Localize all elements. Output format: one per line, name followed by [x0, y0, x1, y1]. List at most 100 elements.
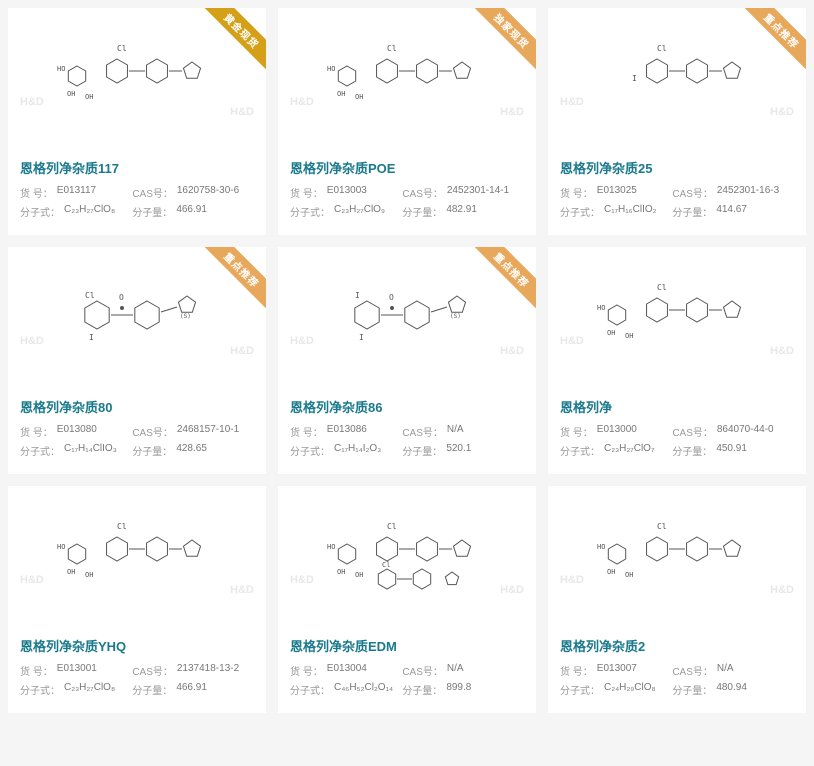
formula-label: 分子式：	[290, 443, 330, 458]
product-title[interactable]: 恩格列净杂质25	[560, 158, 794, 177]
product-title[interactable]: 恩格列净杂质80	[20, 397, 254, 416]
product-title[interactable]: 恩格列净杂质POE	[290, 158, 524, 177]
mw-value: 482.91	[446, 204, 477, 219]
svg-text:HO: HO	[597, 543, 605, 551]
formula-value: C₂₄H₂₉ClO₈	[604, 682, 656, 697]
mw-label: 分子量：	[672, 682, 712, 697]
svg-text:OH: OH	[67, 568, 75, 576]
info-row: 货 号：E013003 CAS号：2452301-14-1	[290, 185, 524, 200]
svg-text:OH: OH	[625, 332, 633, 340]
product-title[interactable]: 恩格列净	[560, 397, 794, 416]
product-title[interactable]: 恩格列净杂质EDM	[290, 636, 524, 655]
mw-label: 分子量：	[402, 443, 442, 458]
svg-text:Cl: Cl	[657, 283, 667, 292]
sku-label: 货 号：	[20, 424, 53, 439]
watermark: H&D	[290, 574, 314, 586]
cas-label: CAS号：	[132, 424, 173, 439]
watermark: H&D	[560, 335, 584, 347]
watermark: H&D	[230, 106, 254, 118]
watermark: H&D	[770, 106, 794, 118]
mw-value: 520.1	[446, 443, 471, 458]
svg-text:I: I	[355, 291, 360, 300]
cas-value: 2137418-13-2	[177, 663, 239, 678]
cas-value: 864070-44-0	[717, 424, 774, 439]
formula-value: C₂₃H₂₇ClO₈	[64, 682, 115, 697]
svg-text:HO: HO	[327, 543, 335, 551]
info-row: 货 号：E013086 CAS号：N/A	[290, 424, 524, 439]
cas-label: CAS号：	[672, 663, 713, 678]
molecule-image: H&D H&D ClHOOHOH	[278, 8, 536, 148]
cas-label: CAS号：	[132, 185, 173, 200]
product-card[interactable]: H&D H&D ClHOOHOH 恩格列净 货 号：E013000 CAS号：8…	[548, 247, 806, 474]
mw-value: 466.91	[176, 682, 207, 697]
mw-value: 899.8	[446, 682, 471, 697]
sku-label: 货 号：	[290, 663, 323, 678]
svg-text:O: O	[119, 293, 124, 302]
info-row: 分子式：C₂₃H₂₇ClO₈ 分子量：466.91	[20, 682, 254, 697]
info-row: 货 号：E013117 CAS号：1620758-30-6	[20, 185, 254, 200]
watermark: H&D	[290, 96, 314, 108]
cas-value: N/A	[447, 424, 464, 439]
mw-label: 分子量：	[402, 204, 442, 219]
sku-value: E013025	[597, 185, 637, 200]
sku-label: 货 号：	[20, 185, 53, 200]
sku-value: E013003	[327, 185, 367, 200]
info-row: 分子式：C₄₆H₅₂Cl₂O₁₄ 分子量：899.8	[290, 682, 524, 697]
info-row: 货 号：E013000 CAS号：864070-44-0	[560, 424, 794, 439]
product-card[interactable]: 重点推荐 H&D H&D OII(S) 恩格列净杂质86 货 号：E013086…	[278, 247, 536, 474]
cas-label: CAS号：	[402, 424, 443, 439]
watermark: H&D	[230, 584, 254, 596]
product-info: 恩格列净杂质25 货 号：E013025 CAS号：2452301-16-3 分…	[548, 148, 806, 235]
svg-text:HO: HO	[57, 543, 65, 551]
svg-text:HO: HO	[327, 65, 335, 73]
svg-text:OH: OH	[355, 571, 363, 579]
formula-label: 分子式：	[20, 443, 60, 458]
product-info: 恩格列净杂质YHQ 货 号：E013001 CAS号：2137418-13-2 …	[8, 626, 266, 713]
product-title[interactable]: 恩格列净杂质YHQ	[20, 636, 254, 655]
product-title[interactable]: 恩格列净杂质86	[290, 397, 524, 416]
svg-text:OH: OH	[337, 90, 345, 98]
formula-label: 分子式：	[290, 204, 330, 219]
product-info: 恩格列净杂质86 货 号：E013086 CAS号：N/A 分子式：C₁₇H₁₄…	[278, 387, 536, 474]
svg-text:OH: OH	[625, 571, 633, 579]
cas-value: 1620758-30-6	[177, 185, 239, 200]
svg-text:I: I	[632, 74, 637, 83]
cas-label: CAS号：	[402, 185, 443, 200]
product-card[interactable]: H&D H&D ClHOOHOHCl 恩格列净杂质EDM 货 号：E013004…	[278, 486, 536, 713]
mw-label: 分子量：	[132, 204, 172, 219]
svg-text:Cl: Cl	[387, 44, 397, 53]
info-row: 分子式：C₁₇H₁₄I₂O₃ 分子量：520.1	[290, 443, 524, 458]
mw-label: 分子量：	[132, 682, 172, 697]
product-info: 恩格列净杂质POE 货 号：E013003 CAS号：2452301-14-1 …	[278, 148, 536, 235]
svg-text:HO: HO	[597, 304, 605, 312]
product-info: 恩格列净杂质80 货 号：E013080 CAS号：2468157-10-1 分…	[8, 387, 266, 474]
watermark: H&D	[230, 345, 254, 357]
svg-text:Cl: Cl	[85, 291, 95, 300]
watermark: H&D	[500, 106, 524, 118]
svg-text:OH: OH	[85, 93, 93, 101]
formula-value: C₁₇H₁₄ClIO₃	[64, 443, 117, 458]
cas-label: CAS号：	[672, 424, 713, 439]
product-card[interactable]: 黄金现货 H&D H&D ClHOOHOH 恩格列净杂质117 货 号：E013…	[8, 8, 266, 235]
product-title[interactable]: 恩格列净杂质117	[20, 158, 254, 177]
product-title[interactable]: 恩格列净杂质2	[560, 636, 794, 655]
svg-text:(S): (S)	[450, 313, 461, 320]
molecule-image: H&D H&D ClHOOHOH	[8, 486, 266, 626]
mw-label: 分子量：	[132, 443, 172, 458]
formula-label: 分子式：	[20, 204, 60, 219]
product-card[interactable]: H&D H&D ClHOOHOH 恩格列净杂质2 货 号：E013007 CAS…	[548, 486, 806, 713]
product-card[interactable]: 重点推荐 H&D H&D ClI 恩格列净杂质25 货 号：E013025 CA…	[548, 8, 806, 235]
info-row: 货 号：E013025 CAS号：2452301-16-3	[560, 185, 794, 200]
sku-label: 货 号：	[290, 185, 323, 200]
mw-value: 450.91	[716, 443, 747, 458]
product-card[interactable]: 重点推荐 H&D H&D OClI(S) 恩格列净杂质80 货 号：E01308…	[8, 247, 266, 474]
molecule-image: H&D H&D ClHOOHOHCl	[278, 486, 536, 626]
info-row: 分子式：C₂₃H₂₇ClO₉ 分子量：482.91	[290, 204, 524, 219]
molecule-image: H&D H&D OClI(S)	[8, 247, 266, 387]
svg-text:OH: OH	[607, 568, 615, 576]
mw-value: 428.65	[176, 443, 207, 458]
info-row: 货 号：E013004 CAS号：N/A	[290, 663, 524, 678]
product-card[interactable]: H&D H&D ClHOOHOH 恩格列净杂质YHQ 货 号：E013001 C…	[8, 486, 266, 713]
watermark: H&D	[20, 335, 44, 347]
product-card[interactable]: 独家现货 H&D H&D ClHOOHOH 恩格列净杂质POE 货 号：E013…	[278, 8, 536, 235]
